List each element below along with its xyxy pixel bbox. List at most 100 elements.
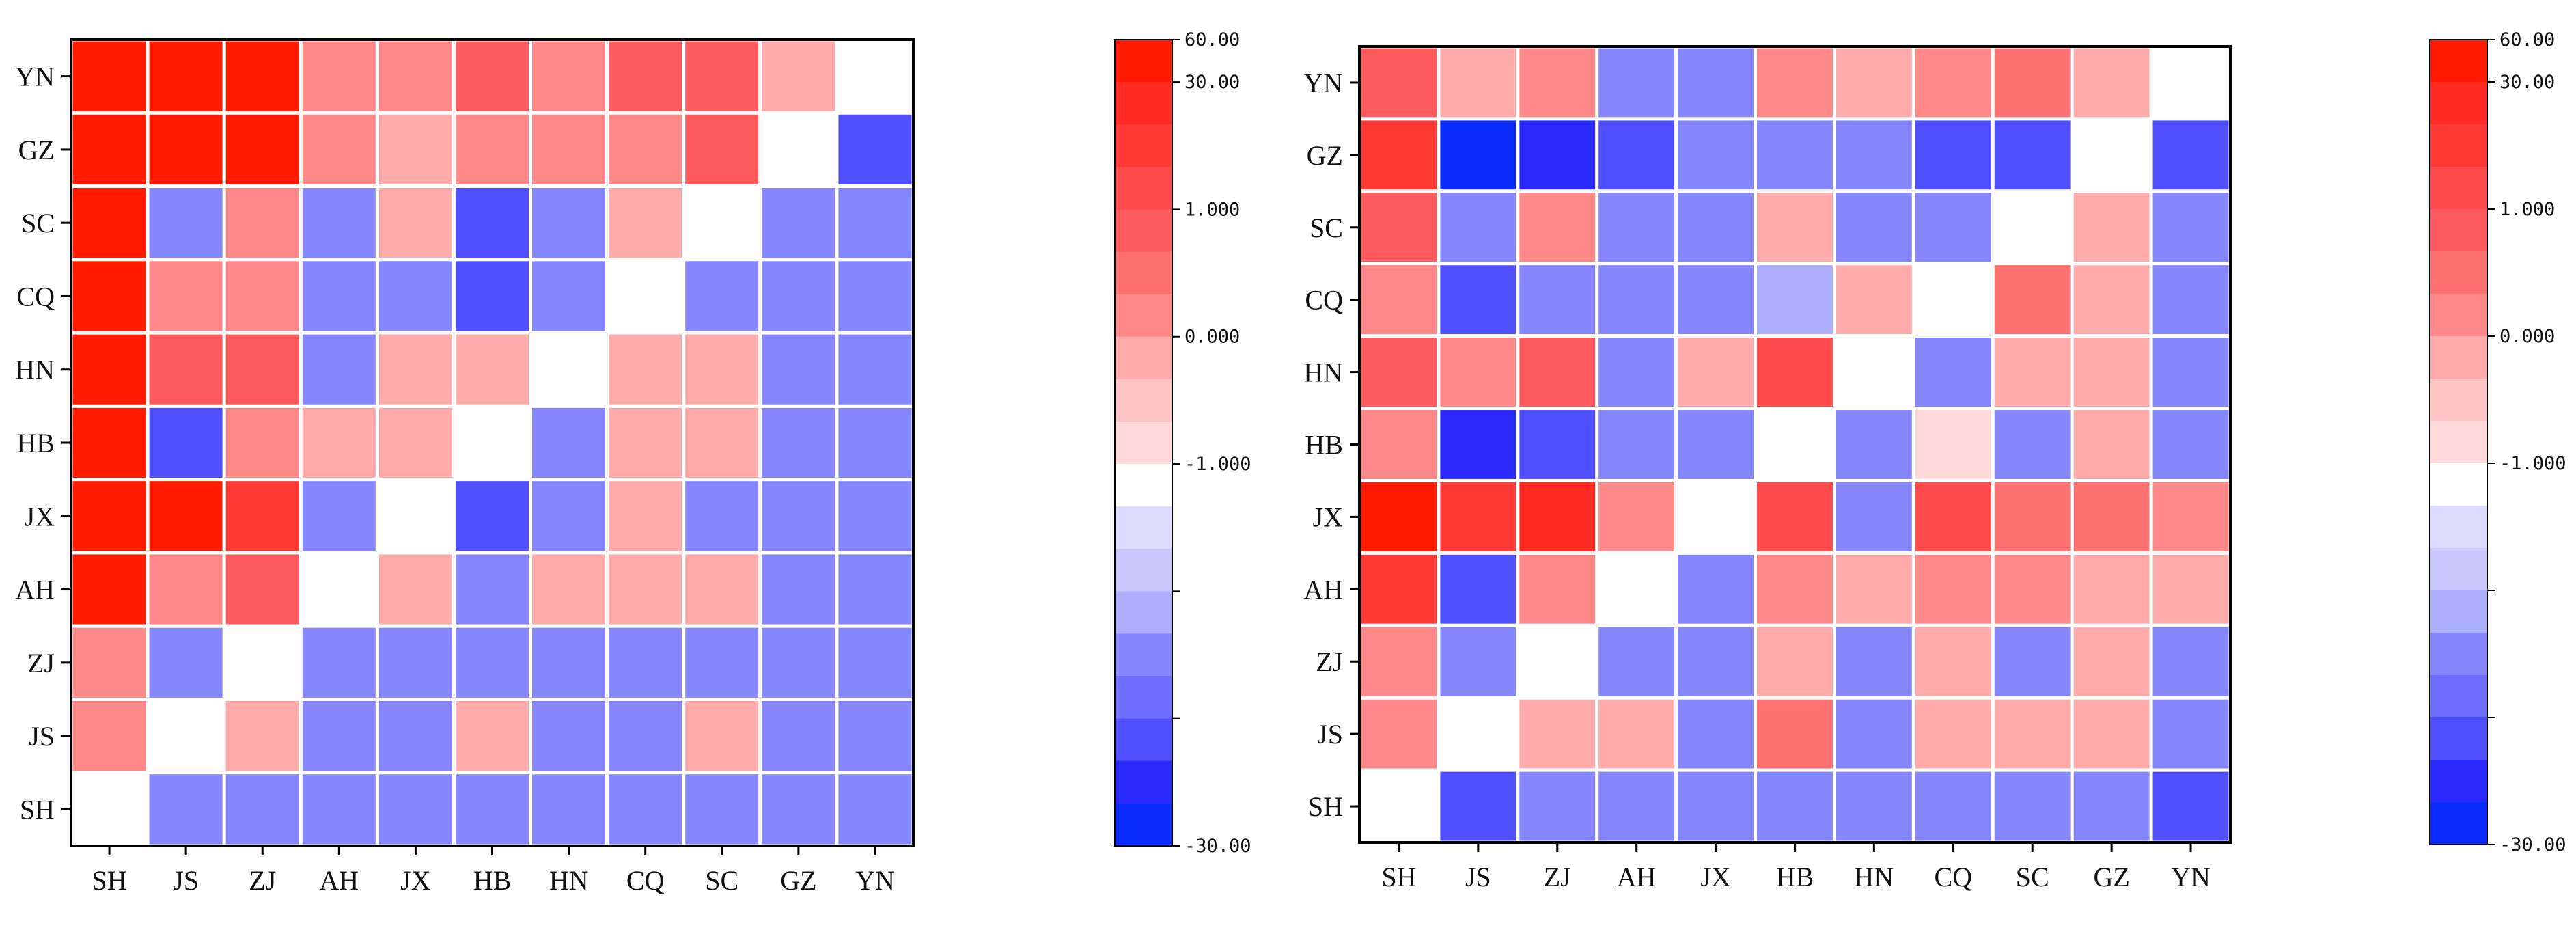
x-tick-label: ZJ: [249, 865, 276, 896]
y-tick-label: SC: [21, 208, 55, 238]
heatmap-cell-SC-GZ: [758, 184, 839, 262]
heatmap-cell-CQ-AH: [1595, 262, 1678, 338]
heatmap-cell-HN-JX: [375, 331, 456, 408]
heatmap-cell-SC-JX: [1674, 189, 1758, 266]
heatmap-cell-ZJ-CQ: [605, 624, 686, 701]
heatmap-cell-AH-AH: [299, 551, 379, 628]
x-tick-label: CQ: [1935, 862, 1973, 892]
heatmap-cell-SC-SC: [682, 184, 762, 262]
y-tick-label: HN: [15, 355, 55, 385]
heatmap-cell-SH-AH: [299, 771, 379, 848]
heatmap-cell-JX-SC: [682, 478, 762, 555]
heatmap-cell-ZJ-JS: [146, 624, 226, 701]
heatmap-cell-CQ-HN: [529, 258, 609, 335]
heatmap-cell-HB-HN: [1832, 407, 1915, 482]
colorbar-band: [1115, 82, 1172, 125]
colorbar-left: 60.00 30.00 1.000 0.000 -1.000 -30.00: [1114, 29, 1251, 857]
heatmap-cell-AH-SH: [69, 551, 150, 628]
heatmap-cell-AH-YN: [835, 551, 915, 628]
heatmap-cell-GZ-ZJ: [1516, 117, 1599, 193]
heatmap-panel-right: SH JS ZJ AH JX HB HN CQ SC GZ YN YN GZ SC CQ HN HB JX AH ZJ…: [1303, 44, 2232, 892]
heatmap-cell-GZ-CQ: [605, 111, 686, 189]
heatmap-cell-JS-HB: [1754, 696, 1836, 772]
heatmap-cell-YN-YN: [835, 38, 915, 115]
heatmap-cell-HB-JX: [1674, 407, 1758, 482]
colorbar-band: [2430, 294, 2487, 337]
heatmap-cell-JX-JS: [146, 478, 226, 555]
heatmap-cell-YN-SC: [1991, 44, 2074, 121]
heatmap-cell-GZ-JS: [146, 111, 226, 189]
heatmap-cell-SH-HN: [1832, 768, 1915, 845]
colorbar-band: [2430, 40, 2487, 83]
heatmap-cell-JX-AH: [299, 478, 379, 555]
heatmap-cell-JS-GZ: [2070, 696, 2153, 772]
heatmap-cell-SH-SC: [682, 771, 762, 848]
heatmap-cell-AH-SH: [1357, 551, 1441, 627]
heatmap-cell-SC-JS: [1437, 189, 1520, 266]
heatmap-cell-HN-GZ: [2070, 334, 2153, 411]
heatmap-cell-JX-SH: [69, 478, 150, 555]
heatmap-cell-HN-ZJ: [222, 331, 303, 408]
heatmap-cell-HN-CQ: [605, 331, 686, 408]
colorbar-tick-label: -30.00: [1185, 836, 1251, 857]
colorbar-tick-label: 30.00: [2499, 72, 2555, 93]
heatmap-cell-SC-ZJ: [1516, 189, 1599, 266]
colorbar-band: [1115, 506, 1172, 549]
heatmap-cell-HB-YN: [835, 404, 915, 482]
colorbar-band: [2430, 633, 2487, 676]
heatmap-cell-JX-ZJ: [1516, 478, 1599, 555]
y-tick-label: ZJ: [27, 648, 55, 679]
heatmap-cell-AH-HN: [529, 551, 609, 628]
heatmap-cell-JS-JX: [375, 697, 456, 775]
heatmap-cell-HN-JS: [1437, 334, 1520, 411]
heatmap-cell-AH-ZJ: [222, 551, 303, 628]
y-tick-label: SC: [1310, 213, 1343, 243]
heatmap-cell-ZJ-SH: [69, 624, 150, 701]
heatmap-cell-SC-CQ: [605, 184, 686, 262]
heatmap-cell-CQ-SH: [69, 258, 150, 335]
heatmap-cell-JS-ZJ: [222, 697, 303, 775]
heatmap-cell-GZ-GZ: [758, 111, 839, 189]
colorbar-tick-label: 1.000: [1185, 199, 1240, 220]
heatmap-cell-HN-YN: [835, 331, 915, 408]
colorbar-right: 60.00 30.00 1.000 0.000 -1.000 -30.00: [2429, 29, 2566, 855]
heatmap-cell-HN-JS: [146, 331, 226, 408]
heatmap-cell-ZJ-GZ: [758, 624, 839, 701]
heatmap-cell-SC-HN: [529, 184, 609, 262]
heatmap-cell-JS-JS: [146, 697, 226, 775]
y-tick-label: GZ: [1307, 140, 1343, 171]
heatmap-cell-GZ-AH: [299, 111, 379, 189]
heatmap-cell-GZ-JS: [1437, 117, 1520, 193]
heatmap-cell-HB-SH: [1357, 407, 1441, 482]
heatmap-cell-SH-CQ: [1911, 768, 1995, 845]
heatmap-cell-GZ-JX: [375, 111, 456, 189]
y-tick-label: JS: [1317, 719, 1343, 750]
y-tick-label: HN: [1303, 357, 1343, 388]
heatmap-cell-HB-GZ: [758, 404, 839, 482]
colorbar-band: [2430, 82, 2487, 125]
x-tick-label: SH: [1381, 862, 1416, 892]
colorbar-tick-label: -30.00: [2499, 834, 2566, 855]
heatmap-cell-GZ-JX: [1674, 117, 1758, 193]
heatmap-cell-JX-GZ: [2070, 478, 2153, 555]
heatmap-cell-HN-HN: [529, 331, 609, 408]
heatmap-cell-SH-HN: [529, 771, 609, 848]
heatmap-cell-HB-HB: [1754, 407, 1836, 482]
heatmap-cell-SH-HB: [1754, 768, 1836, 845]
colorbar-band: [2430, 209, 2487, 252]
heatmap-cell-CQ-GZ: [758, 258, 839, 335]
heatmap-cell-JS-GZ: [758, 697, 839, 775]
heatmap-cell-HB-ZJ: [222, 404, 303, 482]
heatmap-cell-JS-SC: [682, 697, 762, 775]
y-tick-label: JX: [1313, 502, 1344, 532]
colorbar-tick-label: -1.000: [1185, 454, 1251, 475]
heatmap-cell-HN-HB: [452, 331, 533, 408]
heatmap-cell-SH-SC: [1991, 768, 2074, 845]
heatmap-cell-HB-HB: [452, 404, 533, 482]
heatmap-cell-CQ-SC: [682, 258, 762, 335]
y-tick-label: AH: [15, 575, 55, 605]
heatmap-cell-ZJ-AH: [299, 624, 379, 701]
heatmap-cell-HB-GZ: [2070, 407, 2153, 482]
heatmap-cell-ZJ-YN: [835, 624, 915, 701]
